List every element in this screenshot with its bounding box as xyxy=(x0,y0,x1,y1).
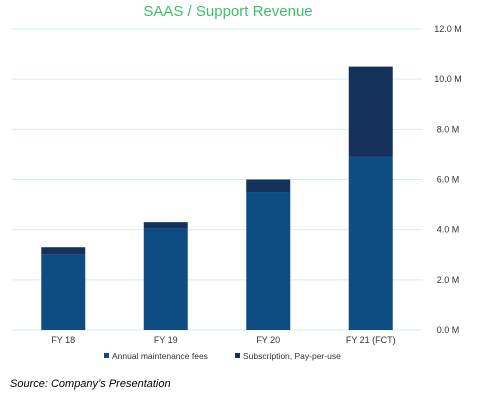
chart-title: SAAS / Support Revenue xyxy=(143,3,312,20)
y-tick-label: 4.0 M xyxy=(437,225,460,235)
legend-label: Subscription, Pay-per-use xyxy=(243,351,341,361)
y-axis-ticks: 0.0 M 2.0 M 4.0 M 6.0 M 8.0 M 10.0 M 12.0 M xyxy=(434,24,462,335)
x-axis-labels: FY 18 FY 19 FY 20 FY 21 (FCT) xyxy=(51,335,395,345)
bar-maintenance-3 xyxy=(246,192,291,330)
y-tick-label: 10.0 M xyxy=(434,74,462,84)
x-tick-label: FY 19 xyxy=(154,335,178,345)
bar-subscription-1 xyxy=(41,247,86,255)
source-note: Source: Company’s Presentation xyxy=(10,378,171,390)
x-tick-label: FY 21 (FCT) xyxy=(346,335,396,345)
legend-label: Annual maintenance fees xyxy=(112,351,208,361)
bar-maintenance-1 xyxy=(41,254,86,330)
legend-swatch xyxy=(235,353,240,358)
y-tick-label: 6.0 M xyxy=(437,175,460,185)
x-tick-label: FY 20 xyxy=(256,335,280,345)
bar-maintenance-2 xyxy=(143,228,188,330)
x-tick-label: FY 18 xyxy=(51,335,75,345)
bar-subscription-4 xyxy=(348,66,393,157)
bar-subscription-2 xyxy=(143,222,188,229)
bars xyxy=(41,66,393,330)
bar-subscription-3 xyxy=(246,179,291,193)
legend-swatch xyxy=(104,353,109,358)
y-tick-label: 2.0 M xyxy=(437,275,460,285)
legend: Annual maintenance fees Subscription, Pay… xyxy=(104,351,341,361)
y-tick-label: 8.0 M xyxy=(437,124,460,134)
y-tick-label: 0.0 M xyxy=(437,325,460,335)
y-tick-label: 12.0 M xyxy=(434,24,462,34)
bar-maintenance-4 xyxy=(348,156,393,330)
